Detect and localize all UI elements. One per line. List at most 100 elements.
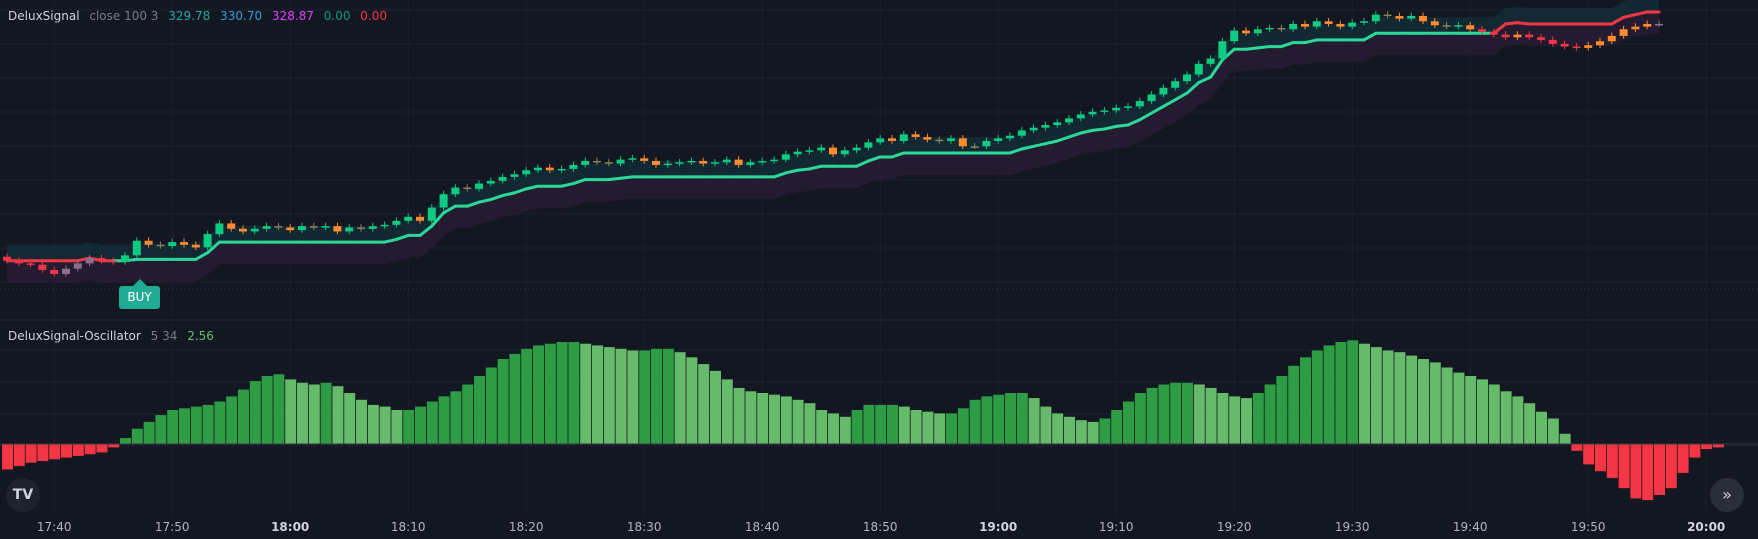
oscillator-bar (1406, 355, 1418, 444)
oscillator-bar (769, 394, 780, 444)
candle-body (392, 220, 401, 225)
oscillator-bar (969, 399, 981, 444)
candle-body (298, 226, 306, 231)
candle-body (876, 138, 885, 143)
oscillator-bar (1512, 396, 1524, 444)
candle-body (1466, 25, 1475, 30)
time-axis-label: 20:00 (1687, 520, 1726, 534)
legend-value-3: 328.87 (271, 9, 314, 23)
candle-body (852, 147, 861, 151)
oscillator-bar (1087, 421, 1099, 444)
candle-body (1017, 130, 1026, 136)
time-axis-label: 19:50 (1570, 520, 1606, 534)
candle-body (191, 244, 200, 248)
trailing-stop-segment (807, 164, 823, 171)
candle-body (1430, 21, 1439, 26)
candle-body (864, 142, 873, 148)
oscillator-bar (662, 348, 674, 444)
oscillator-bar (1241, 398, 1252, 444)
candle-body (1607, 35, 1616, 42)
candle-body (829, 147, 837, 155)
oscillator-bar (391, 410, 403, 444)
oscillator-bar (1205, 387, 1217, 444)
time-axis-label: 17:50 (154, 520, 190, 534)
candle-body (309, 226, 318, 228)
candle-body (439, 194, 448, 208)
oscillator-bar (556, 342, 568, 444)
candle-body (1360, 21, 1368, 23)
candle-body (14, 260, 23, 264)
oscillator-bar (710, 370, 721, 444)
candle-body (545, 167, 554, 171)
trailing-stop-segment (1362, 31, 1378, 42)
oscillator-bar (1429, 362, 1441, 444)
candle-body (958, 138, 967, 147)
oscillator-bar (509, 353, 521, 444)
oscillator-bar (1453, 372, 1465, 444)
oscillator-bar (1052, 413, 1064, 444)
candle-body (652, 160, 660, 165)
trailing-stop-segment (418, 224, 434, 237)
oscillator-bar (851, 410, 863, 444)
oscillator-bar (981, 396, 993, 444)
oscillator-bar (698, 364, 710, 444)
oscillator-bar (651, 348, 662, 444)
candle-body (982, 141, 991, 147)
tradingview-logo-icon[interactable]: TV (6, 478, 40, 512)
oscillator-bar (1311, 350, 1323, 444)
oscillator-bar (155, 415, 167, 444)
trailing-stop-segment (1197, 75, 1213, 84)
trailing-stop-segment (1032, 142, 1047, 148)
oscillator-bar (745, 391, 757, 444)
candle-body (1265, 27, 1274, 30)
oscillator-bar (946, 413, 957, 444)
oscillator-bar (521, 348, 533, 444)
price-pane[interactable] (0, 0, 1758, 320)
time-axis-label: 18:50 (862, 520, 898, 534)
trailing-stop-segment (1150, 104, 1165, 115)
trailing-stop-segment (784, 168, 800, 175)
candle-body (935, 139, 944, 142)
candle-body (1006, 135, 1014, 139)
oscillator-bar (1028, 398, 1040, 444)
trailing-stop-segment (619, 175, 634, 180)
oscillator-bar (1217, 393, 1229, 444)
trailing-stop-segment (1043, 139, 1059, 146)
oscillator-bar (1488, 384, 1500, 444)
trailing-stop-segment (1173, 91, 1189, 102)
time-axis-label: 19:40 (1452, 520, 1488, 534)
indicator-legend[interactable]: DeluxSignal close 100 3 329.78 330.70 32… (8, 8, 393, 24)
candle-body (1371, 14, 1380, 22)
trailing-stop-segment (1303, 38, 1319, 45)
buy-signal-label[interactable]: BUY (119, 286, 160, 309)
candle-body (1124, 106, 1132, 108)
oscillator-bar (49, 444, 61, 460)
trailing-stop-segment (1126, 118, 1142, 127)
oscillator-bar (603, 347, 615, 444)
candle-body (1112, 107, 1121, 111)
oscillator-params: 5 34 (150, 329, 178, 343)
oscillator-bar (84, 444, 96, 455)
oscillator-bar (179, 408, 190, 444)
candle-body (640, 158, 649, 161)
oscillator-legend[interactable]: DeluxSignal-Oscillator 5 34 2.56 (8, 328, 220, 344)
oscillator-bar (1335, 342, 1347, 444)
oscillator-bar (214, 401, 226, 444)
candle-body (1537, 37, 1545, 40)
oscillator-bar (757, 393, 769, 444)
oscillator-pane[interactable] (0, 0, 1758, 515)
trailing-stop-segment (206, 240, 221, 255)
candle-body (534, 167, 542, 171)
candle-body (687, 160, 696, 163)
trailing-stop-segment (1256, 45, 1272, 50)
candle-body (663, 163, 672, 166)
time-axis-label: 17:40 (36, 520, 72, 534)
oscillator-bar (1276, 376, 1288, 444)
scroll-to-realtime-icon[interactable]: » (1710, 478, 1744, 512)
oscillator-bar (1559, 433, 1571, 444)
candle-body (262, 226, 271, 229)
candle-body (1513, 34, 1522, 38)
oscillator-bar (61, 444, 72, 458)
candle-body (947, 138, 955, 141)
